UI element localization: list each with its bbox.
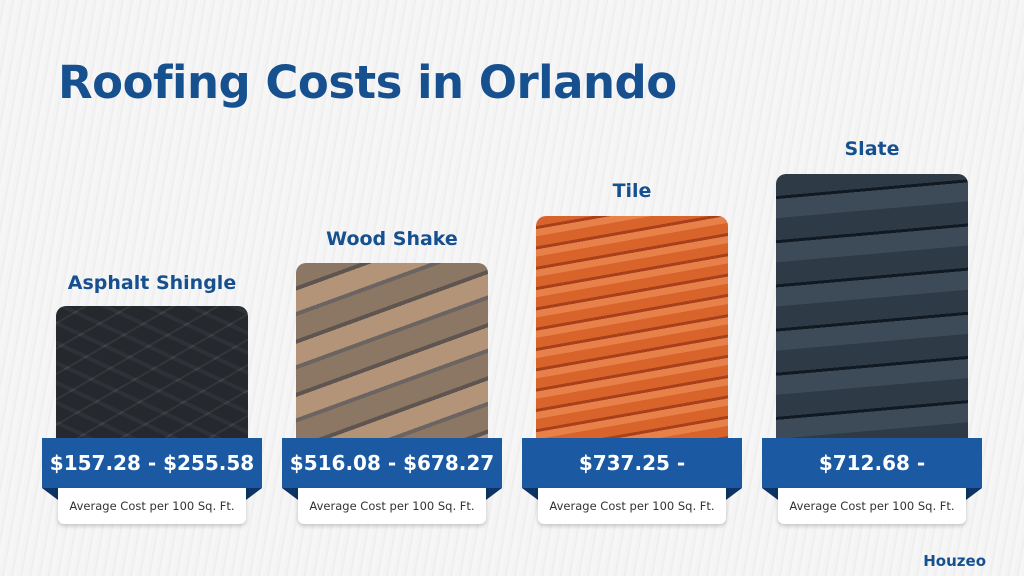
ribbon-fold [42, 488, 58, 500]
price-banner: $737.25 - $1,179.60 [522, 438, 742, 525]
asphalt-image [56, 306, 248, 440]
caption: Average Cost per 100 Sq. Ft. [778, 488, 966, 524]
caption: Average Cost per 100 Sq. Ft. [298, 488, 486, 524]
price-banner: $712.68 - $1,769.40 [762, 438, 982, 525]
logo: Houzeo [923, 552, 986, 570]
ribbon-fold [522, 488, 538, 500]
caption: Average Cost per 100 Sq. Ft. [58, 488, 246, 524]
card: Asphalt Shingle $157.28 - $255.58 Averag… [42, 270, 262, 530]
card: Wood Shake $516.08 - $678.27 Average Cos… [282, 226, 502, 526]
slate-image [776, 174, 968, 440]
card-name: Asphalt Shingle [67, 272, 237, 294]
ribbon-fold [762, 488, 778, 500]
card: Tile $737.25 - $1,179.60 Average Cost pe… [522, 178, 742, 528]
wood-image [296, 263, 488, 440]
card-name: Slate [844, 138, 900, 160]
tile-image [536, 216, 728, 440]
caption: Average Cost per 100 Sq. Ft. [538, 488, 726, 524]
card: Slate $712.68 - $1,769.40 Average Cost p… [762, 136, 982, 526]
price-banner: $516.08 - $678.27 [282, 438, 502, 488]
ribbon-fold [486, 488, 502, 500]
card-name: Wood Shake [326, 228, 458, 250]
ribbon-fold [966, 488, 982, 500]
price-banner: $157.28 - $255.58 [42, 438, 262, 488]
ribbon-fold [726, 488, 742, 500]
ribbon-fold [246, 488, 262, 500]
title: Roofing Costs in Orlando [58, 56, 677, 109]
card-name: Tile [612, 180, 652, 202]
ribbon-fold [282, 488, 298, 500]
